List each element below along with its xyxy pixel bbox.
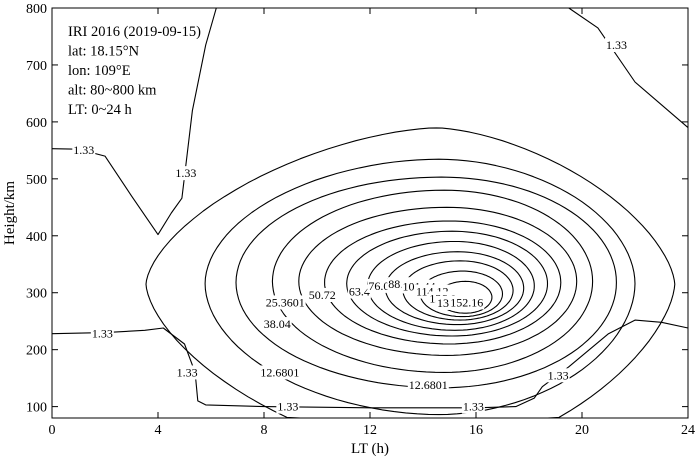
contour-label-63.4-0: 63.4 bbox=[349, 285, 370, 299]
contour-label-1.33-0-0-bg bbox=[72, 142, 96, 157]
info-box: IRI 2016 (2019-09-15) lat: 18.15°N lon: 10… bbox=[68, 24, 201, 118]
y-tick-label-400: 400 bbox=[26, 230, 47, 245]
contour-label-12.6801-0: 12.6801 bbox=[260, 365, 299, 379]
contour-38.04 bbox=[235, 176, 617, 389]
x-tick-label-4: 4 bbox=[155, 423, 162, 438]
y-tick-label-700: 700 bbox=[26, 59, 47, 74]
info-line-3: alt: 80~800 km bbox=[68, 83, 157, 99]
contour-label-1.33-0-1-bg bbox=[174, 166, 198, 181]
contour-12.6801 bbox=[145, 127, 676, 419]
x-tick-label-16: 16 bbox=[469, 423, 483, 438]
contour-label-1.33-2-4: 1.33 bbox=[548, 368, 569, 382]
contour-label-152.16-0-bg bbox=[449, 295, 485, 310]
x-tick-label-8: 8 bbox=[261, 423, 268, 438]
plot-frame bbox=[51, 7, 689, 419]
x-tick-label-0: 0 bbox=[49, 423, 56, 438]
contour-label-12.6801-1: 12.6801 bbox=[409, 378, 448, 392]
x-axis-title: LT (h) bbox=[351, 441, 389, 457]
contour-label-25.3601-0: 25.3601 bbox=[266, 295, 305, 309]
contour-1.33-open-1 bbox=[568, 7, 689, 129]
contour-label-1.33-0-0: 1.33 bbox=[73, 143, 94, 157]
contour-label-152.16-0: 152.16 bbox=[450, 295, 483, 309]
y-axis-title: Height/km bbox=[2, 181, 18, 245]
contour-label-1.33-1-0: 1.33 bbox=[606, 38, 627, 52]
contour-label-12.6801-0-bg bbox=[259, 365, 301, 380]
info-line-0: IRI 2016 (2019-09-15) bbox=[68, 24, 201, 40]
contour-label-1.33-2-3-bg bbox=[461, 399, 485, 414]
contour-50.72 bbox=[271, 189, 594, 373]
contour-63.4 bbox=[298, 206, 578, 356]
contour-label-1.33-2-2-bg bbox=[276, 399, 300, 414]
contour-label-1.33-2-1-bg bbox=[175, 365, 199, 380]
y-tick-label-500: 500 bbox=[26, 173, 47, 188]
x-tick-label-12: 12 bbox=[363, 423, 377, 438]
contour-label-38.04-0-bg bbox=[262, 317, 292, 332]
contour-76.08 bbox=[324, 220, 562, 345]
y-tick-label-600: 600 bbox=[26, 116, 47, 131]
contour-label-1.33-0-1: 1.33 bbox=[175, 166, 196, 180]
y-tick-label-200: 200 bbox=[26, 344, 47, 359]
info-line-1: lat: 18.15°N bbox=[68, 44, 140, 60]
contour-1.33-open-0 bbox=[51, 7, 217, 236]
contour-label-25.3601-0-bg bbox=[264, 295, 306, 310]
contour-label-1.33-2-1: 1.33 bbox=[177, 365, 198, 379]
contour-88.76 bbox=[346, 230, 549, 337]
contour-label-1.33-2-0-bg bbox=[90, 326, 114, 341]
contour-label-1.33-2-4-bg bbox=[546, 368, 570, 383]
contour-label-63.4-0-bg bbox=[347, 284, 371, 299]
y-tick-label-800: 800 bbox=[26, 2, 47, 17]
info-line-2: lon: 109°E bbox=[68, 63, 131, 79]
contour-label-1.33-2-3: 1.33 bbox=[463, 400, 484, 414]
x-tick-label-24: 24 bbox=[681, 423, 695, 438]
contour-label-1.33-2-0: 1.33 bbox=[92, 327, 113, 341]
contour-label-50.72-0-bg bbox=[307, 288, 337, 302]
x-tick-label-20: 20 bbox=[575, 423, 589, 438]
contour-25.3601 bbox=[204, 158, 636, 416]
contour-label-1.33-1-0-bg bbox=[604, 38, 628, 53]
contour-label-12.6801-1-bg bbox=[407, 377, 449, 392]
info-line-4: LT: 0~24 h bbox=[68, 102, 133, 118]
contour-label-38.04-0: 38.04 bbox=[264, 317, 291, 331]
contour-1.33-open-2 bbox=[51, 319, 689, 409]
contour-label-1.33-2-2: 1.33 bbox=[277, 400, 298, 414]
y-tick-label-300: 300 bbox=[26, 287, 47, 302]
y-tick-label-100: 100 bbox=[26, 401, 47, 416]
contour-label-50.72-0: 50.72 bbox=[309, 288, 336, 302]
